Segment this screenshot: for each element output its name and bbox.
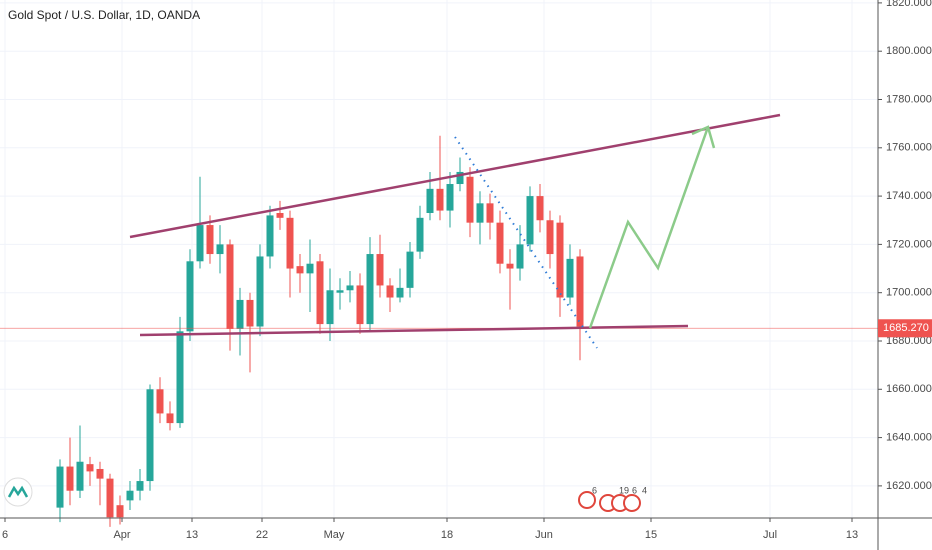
candle-body [186,261,194,332]
candle-body [216,244,224,255]
candle-body [136,481,144,491]
projection-arrowhead [691,125,716,149]
grid [0,0,878,518]
candle-body [106,478,114,518]
candle-body [96,468,104,479]
logo [3,477,33,507]
candle-body [256,256,264,327]
y-tick-label: 1620.000 [886,480,932,492]
candle-body [456,171,464,185]
x-tick-label: 15 [645,529,657,541]
candle-body [366,254,374,325]
x-tick-label: Jul [763,529,777,541]
x-tick-label: 13 [846,529,858,541]
candle-body [236,299,244,329]
candle-body [566,258,574,298]
candle-body [116,505,124,518]
event-count: 19 [619,485,629,495]
candle-body [486,203,494,223]
candle-body [526,196,534,245]
candle-body [196,225,204,262]
candle-body [266,215,274,257]
x-tick-label: 6 [2,529,8,541]
projection-path [588,126,710,329]
y-tick-label: 1760.000 [886,142,932,154]
lower-trend-line [139,324,689,337]
candle-body [396,287,404,298]
candles [0,135,878,527]
y-tick-label: 1660.000 [886,383,932,395]
candle-body [306,263,314,274]
candle-body [156,389,164,414]
drawings [129,113,781,349]
event-icon[interactable] [623,494,641,512]
candle-body [516,244,524,269]
candle-body [176,331,184,424]
x-tick-label: Jun [535,529,553,541]
event-count: 4 [642,485,647,495]
chart-title: Gold Spot / U.S. Dollar, 1D, OANDA [8,8,200,22]
logo-mark [7,485,29,498]
candle-body [426,188,434,213]
candle-body [226,244,234,329]
candle-body [76,461,84,491]
events: 6 19 6 4 [578,485,647,512]
y-tick-label: 1820.000 [886,0,932,9]
candle-body [276,212,284,218]
candle-body [326,290,334,325]
candle-body [576,256,584,327]
candle-body [536,196,544,221]
candle-body [66,466,74,491]
candle-body [556,222,564,298]
candle-body [336,290,344,293]
candle-body [386,285,394,298]
candle-body [376,254,384,286]
last-price-box [878,319,932,338]
candle-body [286,217,294,269]
candle-body [246,299,254,327]
candle-body [476,203,484,223]
candle-body [166,413,174,424]
candle-body [296,266,304,274]
x-tick-label: 13 [186,529,198,541]
x-tick-label: 22 [256,529,268,541]
candle-body [316,261,324,325]
candle-body [206,225,214,255]
event-count: 6 [592,485,597,495]
candle-body [416,217,424,252]
candle-body [446,184,454,211]
y-tick-label: 1780.000 [886,93,932,105]
y-tick-label: 1700.000 [886,287,932,299]
candle-body [126,490,134,501]
candle-body [546,220,554,255]
event-count: 6 [632,485,637,495]
y-tick-label: 1720.000 [886,238,932,250]
y-tick-label: 1740.000 [886,190,932,202]
x-tick-label: Apr [113,529,130,541]
candle-body [146,389,154,482]
candle-body [56,466,64,508]
candle-body [436,188,444,211]
candle-body [406,251,414,288]
x-tick-label: 18 [441,529,453,541]
y-tick-label: 1800.000 [886,45,932,57]
candle-body [466,176,474,223]
last-price-label: 1685.270 [883,322,929,334]
x-tick-label: May [324,529,345,541]
candle-body [496,222,504,264]
upper-trend-line [129,113,781,239]
event-icon[interactable] [578,491,596,509]
y-tick-label: 1640.000 [886,431,932,443]
candle-body [86,464,94,472]
y-tick-label: 1680.000 [886,335,932,347]
candle-body [356,285,364,325]
candle-body [346,285,354,291]
candle-body [506,263,514,269]
